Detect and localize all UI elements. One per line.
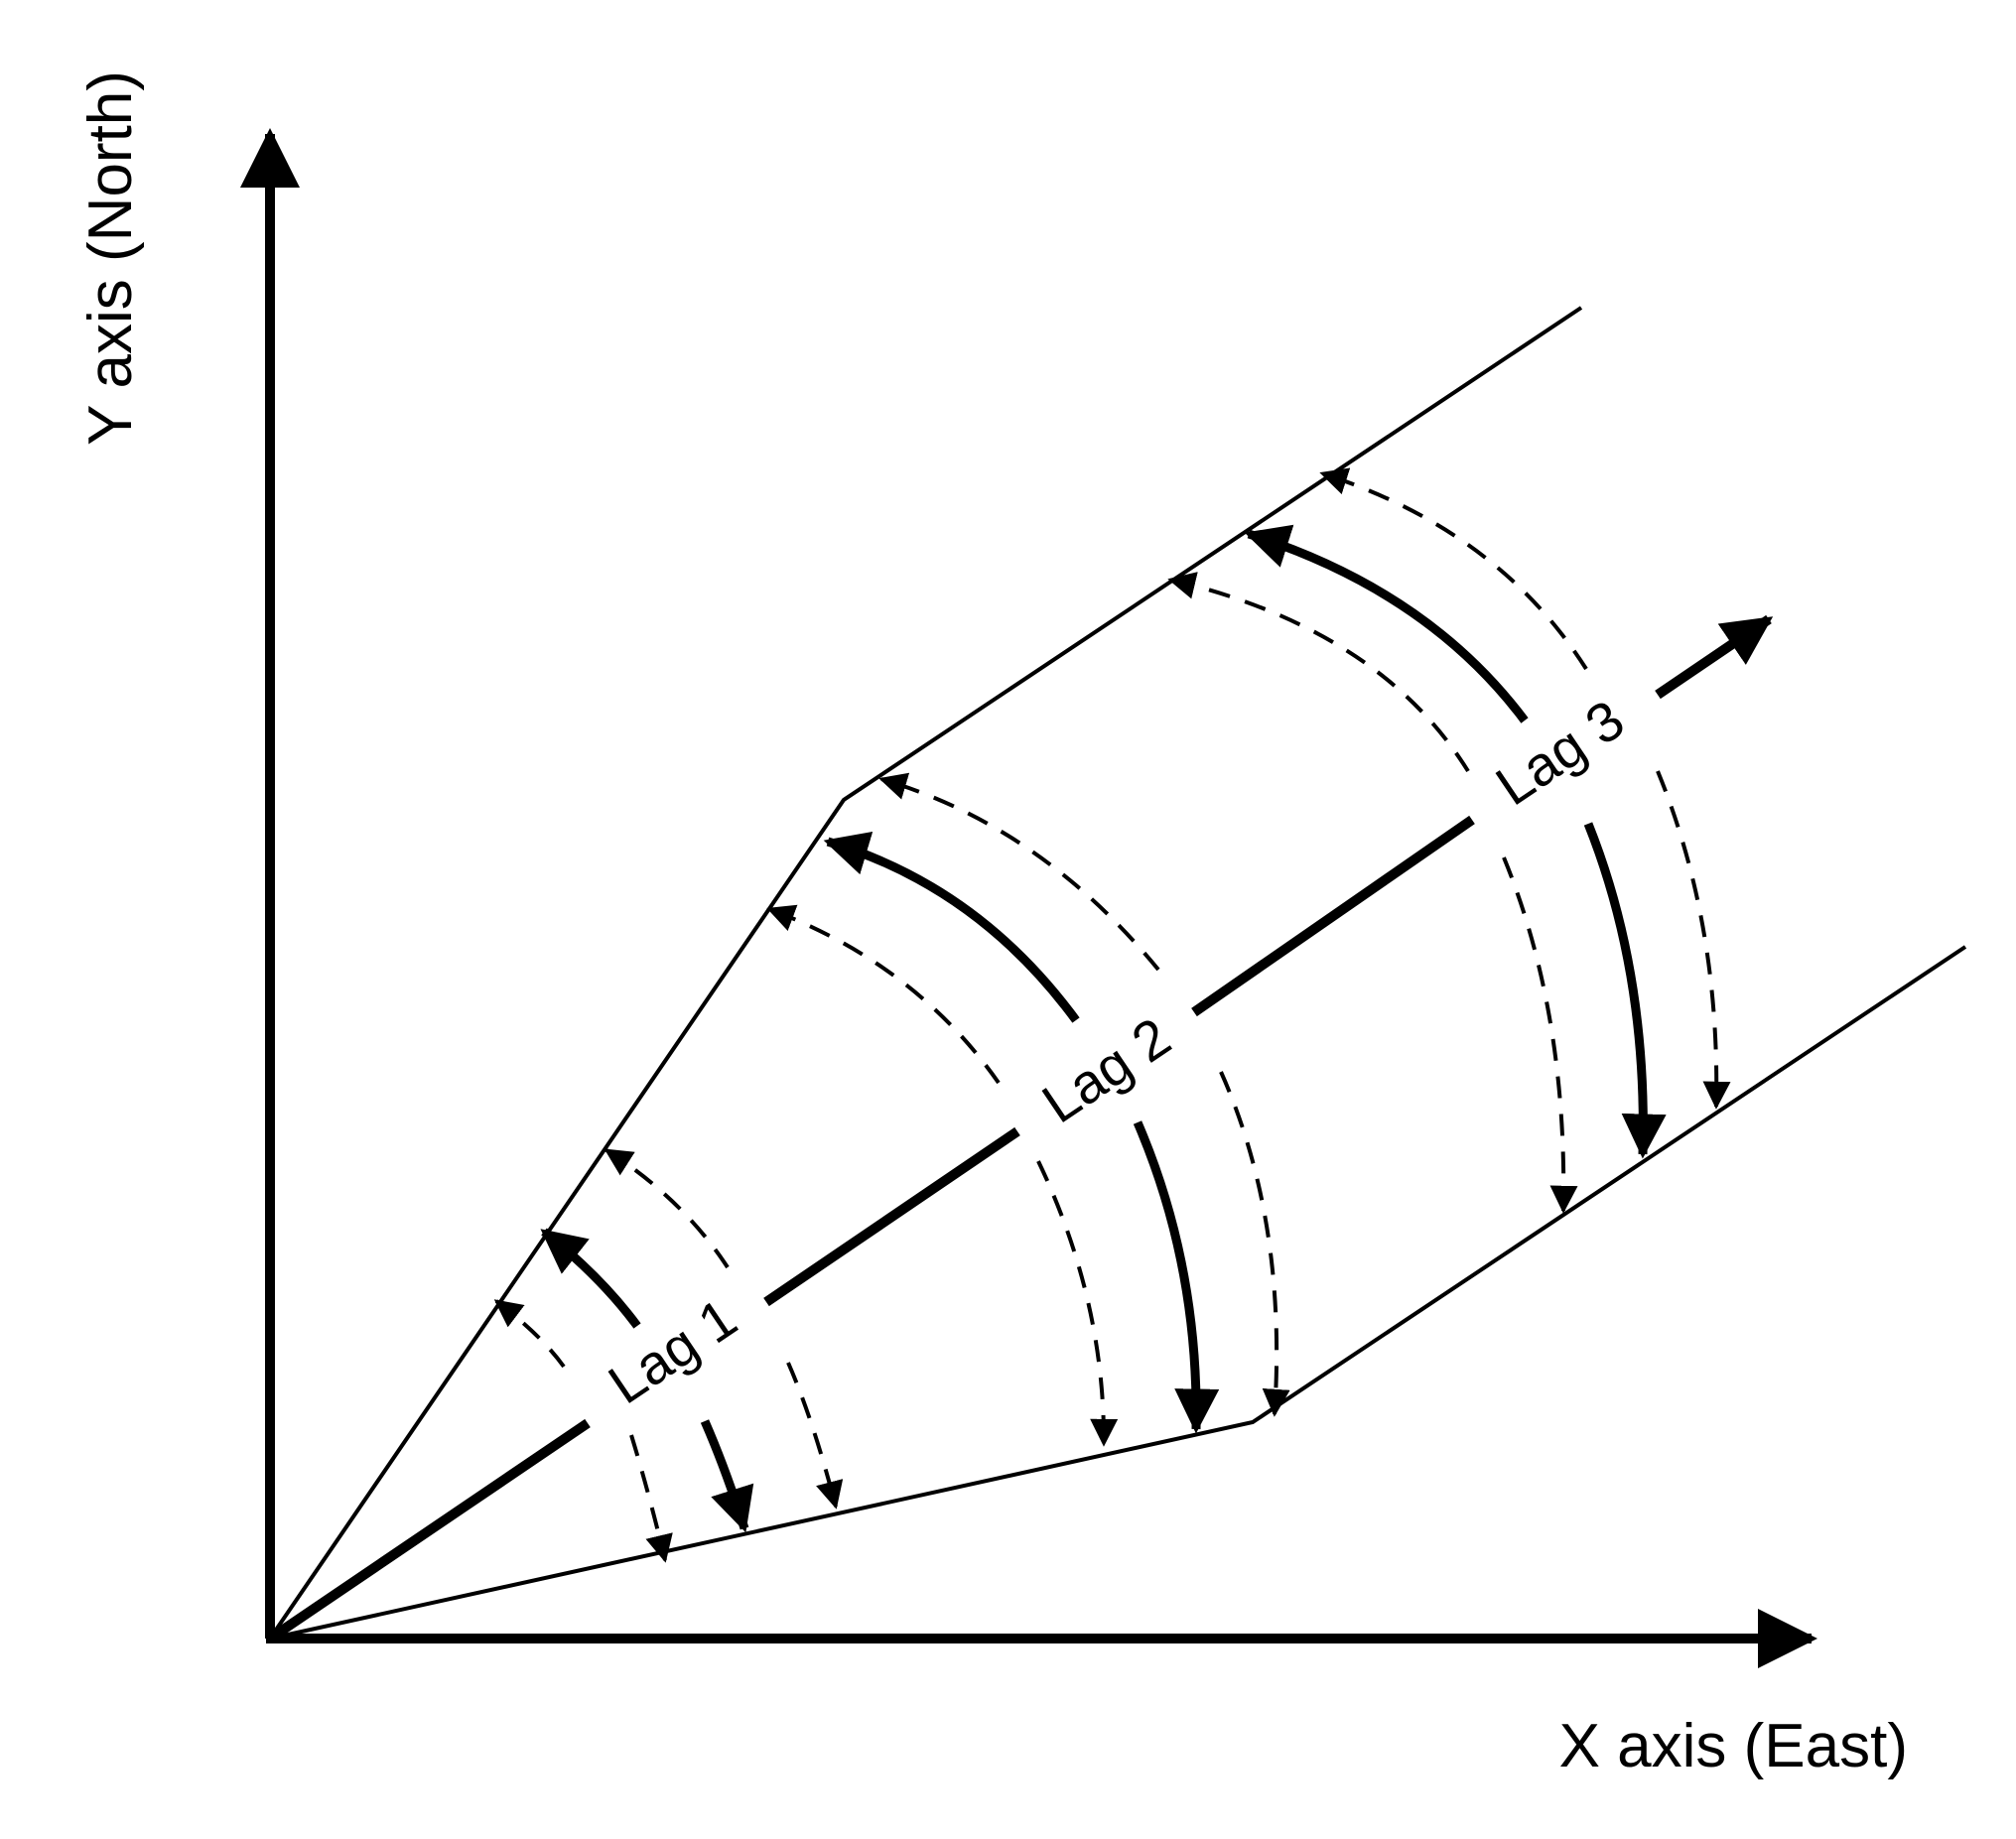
lag-2-outer-dashed-arc-upper [878,772,1160,972]
lag-2-inner-dashed-arc-lower [1036,1160,1119,1447]
lag-1-inner-dashed-arc-lower [629,1434,673,1563]
x-axis-label: X axis (East) [1559,1712,1908,1780]
lag-3-solid-arc-lower [1583,822,1667,1159]
lag-2-solid-arc-lower [1133,1120,1220,1434]
lag-1-outer-dashed-arc-upper [604,1148,730,1269]
lag-2-inner-dashed-arc-upper [766,904,1001,1085]
direction-vector [267,614,1774,1643]
lag-3-outer-dashed-arc-lower [1656,770,1731,1110]
lag-1-outer-dashed-arc-lower [786,1362,844,1510]
lag-1-solid-arc-upper [540,1228,641,1329]
lag-2-arcs [766,772,1290,1447]
y-axis-label: Y axis (North) [76,70,145,446]
lag-1-arcs [493,1148,844,1563]
lag-1-inner-dashed-arc [493,1299,566,1369]
lag-2-label: Lag 2 [1031,1005,1181,1135]
lag-2-outer-dashed-arc-lower [1219,1071,1290,1417]
lag-3-label: Lag 3 [1485,688,1635,818]
lag-3-inner-dashed-arc-lower [1502,856,1578,1214]
lag-3-inner-dashed-arc-upper [1167,572,1470,773]
upper-tolerance-boundary [268,306,1583,1641]
lag-3-arcs [1167,467,1731,1214]
lag-3-outer-dashed-arc-upper [1319,467,1588,671]
lag-3-solid-arc-upper [1244,524,1529,723]
lag-1-solid-arc-lower [700,1419,754,1533]
lag-2-solid-arc-upper [823,832,1080,1023]
